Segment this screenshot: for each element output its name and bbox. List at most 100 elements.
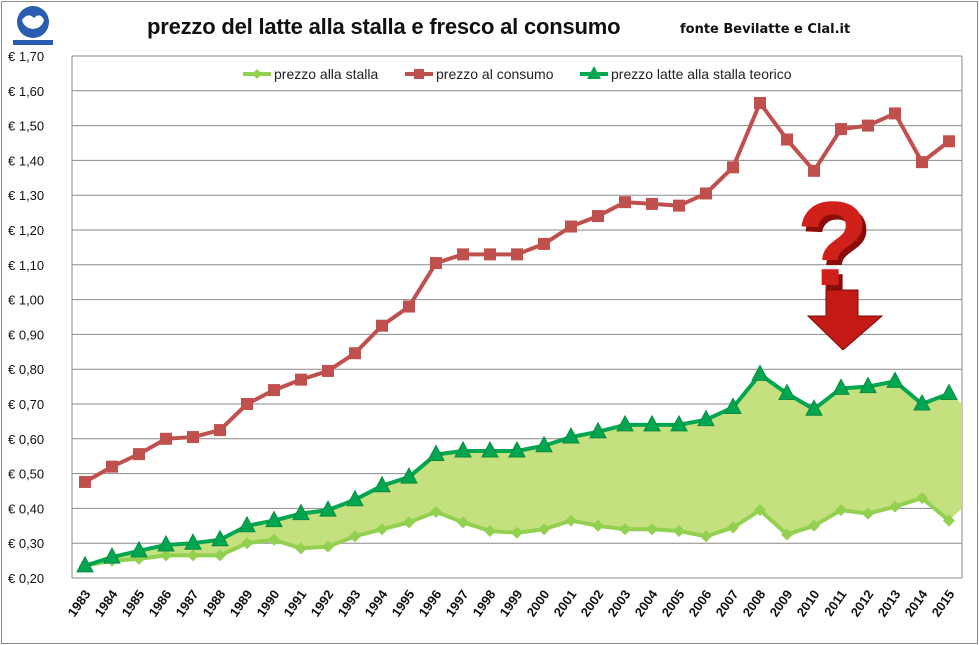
question-mark-icon: ? [796,177,884,351]
data-point [808,519,820,532]
y-tick-label: € 0,60 [8,432,44,447]
x-tick-label: 2015 [929,587,958,619]
data-point [889,500,901,513]
data-point [859,376,877,394]
y-tick-label: € 1,00 [8,293,44,308]
x-tick-label: 2012 [848,587,877,619]
data-point [778,383,796,401]
y-tick-label: € 1,60 [8,84,44,99]
data-point [454,440,472,458]
data-point [619,196,631,209]
data-point [106,460,118,473]
legend-item: prezzo alla stalla [243,66,378,82]
data-point [349,530,361,543]
data-point [916,491,928,504]
series-prezzo-alla-stalla [79,491,955,572]
data-point [751,364,769,381]
data-point [700,187,712,200]
legend-marker [414,69,424,79]
data-point [862,507,874,520]
x-tick-label: 2004 [632,586,661,619]
y-tick-label: € 0,50 [8,467,44,482]
data-point [133,448,145,461]
x-tick-label: 1991 [281,587,310,619]
legend-marker [252,69,262,79]
data-point [781,528,793,541]
data-point [808,164,820,177]
x-tick-label: 1992 [308,587,337,619]
x-tick-label: 1994 [362,586,391,619]
data-point [214,424,226,437]
data-point [589,421,607,439]
data-point [241,537,253,550]
data-point [562,426,580,444]
x-tick-label: 1984 [92,586,121,619]
data-point [913,393,931,411]
data-point [700,530,712,543]
data-point [508,440,526,458]
data-point [673,525,685,538]
data-point [511,248,523,261]
x-tick-label: 1988 [200,587,229,619]
y-tick-label: € 0,70 [8,397,44,412]
data-point [670,414,688,432]
x-tick-label: 2013 [875,587,904,619]
data-point [616,414,634,432]
x-tick-label: 1996 [416,587,445,619]
data-point [538,237,550,250]
x-tick-label: 2002 [578,587,607,619]
data-point [886,371,904,388]
legend-label: prezzo alla stalla [274,66,378,82]
data-point [295,373,307,386]
x-tick-label: 2005 [659,587,688,619]
x-tick-label: 2007 [713,587,742,619]
bevilatte-logo [13,6,53,45]
y-tick-label: € 1,10 [8,258,44,273]
data-point [295,542,307,555]
x-tick-label: 2003 [605,587,634,619]
data-point [832,378,850,395]
data-point [940,383,958,401]
data-point [592,519,604,532]
data-point [754,96,766,109]
data-point [346,489,364,507]
data-point [400,467,418,484]
data-point [457,516,469,529]
data-point [481,440,499,458]
data-point [241,398,253,410]
data-point [349,347,361,360]
y-tick-label: € 0,80 [8,362,44,377]
data-point [835,123,847,136]
data-point [211,529,229,547]
data-point [157,534,175,552]
y-tick-label: € 0,40 [8,501,44,516]
x-tick-label: 1989 [227,587,256,619]
data-point [160,432,172,445]
x-tick-label: 2010 [794,587,823,619]
data-point [430,505,442,518]
data-point [187,549,199,562]
data-point [484,525,496,538]
data-point [265,510,283,528]
data-point [373,475,391,493]
data-point [430,257,442,270]
data-point [427,444,445,461]
data-point [79,475,91,488]
chart-source: fonte Bevilatte e Clal.it [680,22,851,37]
data-point [724,397,742,414]
x-tick-label: 1995 [389,587,418,619]
y-tick-label: € 1,20 [8,223,44,238]
data-point [943,135,955,148]
data-point [565,514,577,527]
y-tick-label: € 1,40 [8,153,44,168]
data-point [643,414,661,432]
x-tick-label: 2006 [686,587,715,619]
data-point [103,547,121,564]
data-point [511,526,523,539]
data-point [319,500,337,517]
y-tick-label: € 0,30 [8,536,44,551]
data-point [292,503,310,521]
